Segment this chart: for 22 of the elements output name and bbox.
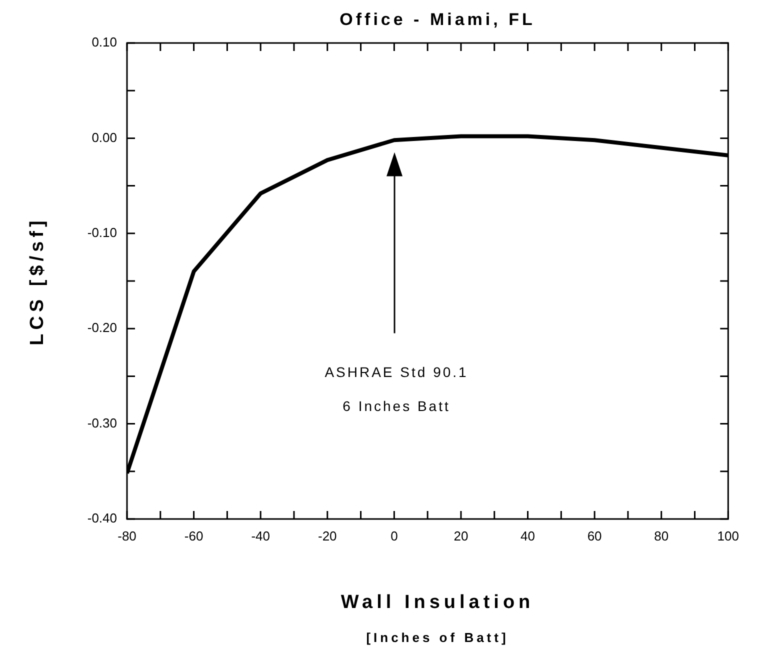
y-tick-label: 0.00 <box>92 130 117 145</box>
x-tick-label: 100 <box>717 528 740 544</box>
y-tick-label: 0.10 <box>92 34 117 50</box>
x-tick-label: -20 <box>318 528 337 544</box>
y-tick-label: -0.10 <box>87 224 117 240</box>
y-tick-label: -0.20 <box>87 320 117 336</box>
x-tick-label: -60 <box>184 528 204 544</box>
x-tick-label: 0 <box>390 528 398 544</box>
x-tick-label: -40 <box>251 528 270 544</box>
x-tick-label: 60 <box>587 528 602 544</box>
y-tick-label: -0.30 <box>87 415 117 430</box>
x-tick-label: 40 <box>520 528 536 544</box>
x-tick-label: 20 <box>454 528 468 544</box>
annotation: ASHRAE Std 90.1 <box>324 364 468 380</box>
annotation: 6 Inches Batt <box>342 398 450 414</box>
x-tick-label: 80 <box>654 528 669 544</box>
x-tick-label: -80 <box>118 528 136 544</box>
chart-title: Office - Miami, FL <box>338 10 536 30</box>
x-axis-title: Wall Insulation <box>340 592 536 614</box>
y-axis-title: LCS [$/sf] <box>27 216 49 348</box>
y-tick-label: -0.40 <box>87 510 117 526</box>
text: [Inches of Batt] <box>365 630 510 645</box>
